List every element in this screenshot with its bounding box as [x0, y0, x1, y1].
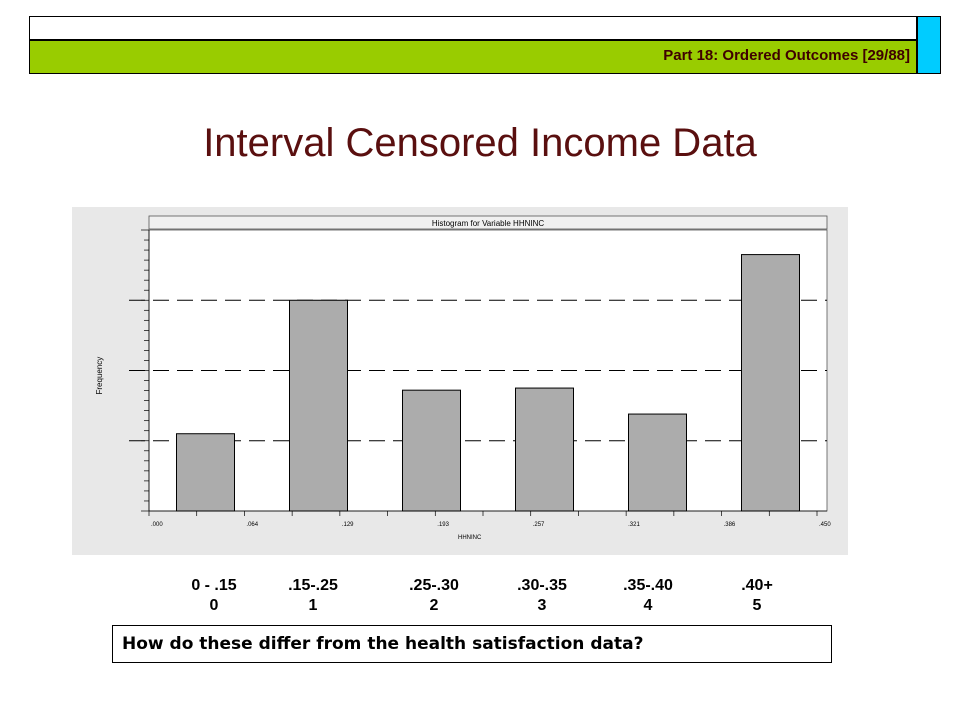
- x-tick-label: .129: [342, 522, 354, 528]
- category-label: 0 - .15 0: [159, 576, 269, 616]
- header-accent-block: [917, 16, 941, 74]
- category-code: 0: [209, 597, 219, 614]
- x-tick-label: .000: [151, 522, 163, 528]
- x-tick-label: .321: [628, 522, 640, 528]
- bar-1: [289, 299, 348, 512]
- header-green-bar: Part 18: Ordered Outcomes [29/88]: [29, 40, 917, 74]
- category-label: .25-.30 2: [379, 576, 489, 616]
- x-axis-label: HHNINC: [458, 535, 482, 541]
- bar-3: [515, 387, 574, 512]
- category-label: .35-.40 4: [593, 576, 703, 616]
- category-label: .40+ 5: [702, 576, 812, 616]
- course-label: Part 18: Ordered Outcomes [29/88]: [663, 47, 910, 64]
- x-tick-label: .257: [533, 522, 545, 528]
- category-code: 3: [537, 597, 547, 614]
- bar-4: [628, 413, 687, 512]
- category-range: .30-.35: [517, 577, 567, 594]
- header-top-bar: [29, 16, 917, 40]
- category-range: .25-.30: [409, 577, 459, 594]
- slide-title: Interval Censored Income Data: [203, 121, 757, 165]
- question-text: How do these differ from the health sati…: [122, 634, 644, 654]
- category-code: 4: [643, 597, 653, 614]
- category-code: 1: [308, 597, 318, 614]
- category-range: .15-.25: [288, 577, 338, 594]
- category-range: .35-.40: [623, 577, 673, 594]
- x-tick-label: .450: [819, 522, 831, 528]
- bar-5: [741, 254, 800, 512]
- chart-title: Histogram for Variable HHNINC: [432, 219, 545, 228]
- category-code: 5: [752, 597, 762, 614]
- x-tick-label: .064: [246, 522, 258, 528]
- chart-title-bar: [148, 215, 828, 230]
- category-range: 0 - .15: [191, 577, 237, 594]
- category-label: .15-.25 1: [258, 576, 368, 616]
- histogram-chart: Histogram for Variable HHNINC Frequency .0…: [95, 215, 831, 541]
- category-range: .40+: [741, 577, 773, 594]
- category-labels: 0 - .15 0 .15-.25 1 .25-.30 2 .30-.35 3 .35-.40 4…: [0, 576, 960, 620]
- x-tick-label: .386: [724, 522, 736, 528]
- y-axis-label: Frequency: [95, 357, 104, 395]
- x-tick-label: .193: [437, 522, 449, 528]
- bar-2: [402, 389, 461, 512]
- category-code: 2: [429, 597, 439, 614]
- category-label: .30-.35 3: [487, 576, 597, 616]
- bar-0: [176, 433, 235, 512]
- question-box: How do these differ from the health sati…: [112, 625, 832, 663]
